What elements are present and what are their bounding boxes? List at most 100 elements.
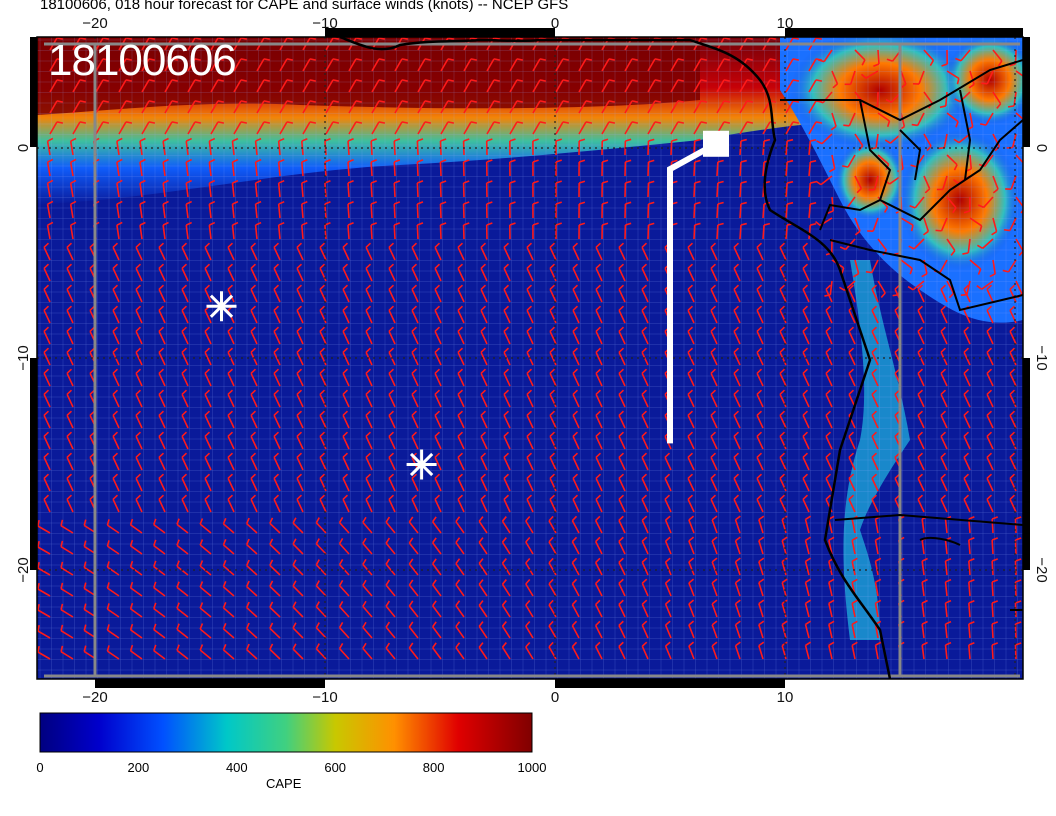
wind-barb [641,305,649,324]
wind-barb [909,196,925,209]
wind-barb [571,620,580,639]
wind-barb [457,242,465,261]
wind-barb [49,121,64,135]
wind-barb [37,540,51,555]
wind-barb [181,494,189,513]
wind-barb [432,600,442,618]
wind-barb [670,58,685,72]
wind-barb [181,431,189,450]
wind-barb [181,368,189,387]
wind-barb [572,494,580,513]
wind-barb [921,620,928,639]
wind-barb [618,515,626,534]
wind-barb [687,431,695,450]
wind-barb [43,452,51,471]
wind-barb [578,138,586,156]
wind-barb [106,645,120,660]
wind-barb [66,494,74,513]
wind-barb [758,557,765,576]
wind-barb [687,305,695,324]
wind-barb [532,121,547,135]
wind-barb [917,431,925,450]
wind-barb [734,515,741,534]
wind-barb [233,79,248,93]
wind-barb [245,601,258,618]
wind-barb [95,58,110,72]
wind-barb [394,79,409,93]
wind-barb [851,641,858,660]
wind-barb [158,410,166,429]
wind-barb [739,159,747,177]
wind-barb [43,389,51,408]
wind-barb [687,389,695,408]
wind-barb [129,581,143,597]
wind-barb [594,557,603,576]
wind-barb [269,622,281,639]
wind-barb [756,389,764,408]
wind-barb [227,242,235,261]
wind-barb [992,175,999,194]
wind-barb [222,580,235,597]
wind-barb [618,368,626,387]
wind-barb [986,473,994,492]
wind-barb [273,305,281,324]
wind-barb [716,58,731,72]
wind-barb [277,221,285,240]
wind-barb [756,410,764,429]
wind-barb [618,326,626,345]
marker-group [206,291,437,480]
wind-barb [408,558,419,576]
x-tick-label: 10 [777,689,794,706]
wind-barb [66,242,74,261]
wind-barb [342,431,350,450]
wind-barb [595,305,603,324]
wind-barb [601,222,609,240]
wind-barb [802,410,810,429]
y-tick-label: 0 [15,144,32,152]
wind-barb [687,410,695,429]
wind-barb [72,58,87,72]
wind-barb [595,494,603,513]
wind-barb [164,100,179,114]
wind-barb [968,620,975,639]
wind-barb [37,582,51,597]
wind-barb [595,410,603,429]
wind-barb [917,473,925,492]
wind-barb [362,600,373,618]
wind-barb [594,515,603,534]
wind-barb [825,305,833,324]
wind-barb [486,121,501,135]
wind-barb [176,581,189,597]
wind-barb [874,578,882,597]
wind-barb [106,540,120,555]
wind-barb [595,389,603,408]
wind-barb [963,431,971,450]
wind-barb [734,557,741,576]
wind-barb [176,518,189,534]
wind-barb [300,200,308,219]
wind-barb [733,473,741,492]
convection-blob [790,37,970,150]
wind-barb [385,621,396,639]
wind-barb [302,79,317,93]
wind-barb [867,217,879,232]
wind-barb [946,112,959,128]
wind-barb [227,410,235,429]
wind-barb [112,242,120,261]
wind-barb [963,473,971,492]
wind-barb [802,494,810,513]
wind-barb [277,179,285,198]
wind-barb [365,410,373,429]
wind-barb [370,180,378,198]
wind-barb [153,539,166,555]
wind-barb [594,536,603,555]
wind-barb [526,452,534,471]
wind-barb [762,222,771,240]
wind-barb [555,121,570,135]
wind-barb [756,305,764,324]
wind-barb [434,242,442,261]
wind-barb [641,641,649,660]
wind-barb [388,284,396,303]
x-tick-label-top: 10 [777,15,794,32]
wind-barb [874,599,882,618]
